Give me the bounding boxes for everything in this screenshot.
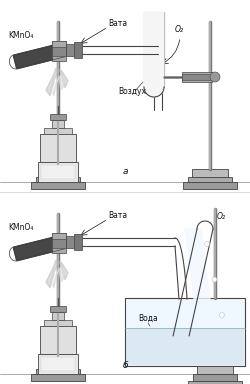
Bar [66,236,76,248]
Text: Вода: Вода [138,314,158,323]
Bar [183,182,237,189]
Bar [66,44,76,56]
Polygon shape [185,229,213,323]
Bar [40,361,76,369]
Bar [126,328,244,365]
Bar [52,120,64,128]
Circle shape [204,242,210,247]
Polygon shape [53,76,64,96]
Bar [74,42,82,58]
Text: а: а [122,167,128,176]
Polygon shape [53,268,64,288]
Bar [52,233,66,239]
Text: Вата: Вата [108,212,127,220]
Bar [36,177,80,182]
Bar [44,128,72,134]
Bar [52,41,66,47]
Bar [31,182,85,189]
Bar [52,41,66,61]
Bar [182,72,212,82]
Bar [197,366,233,374]
Polygon shape [46,68,68,96]
Bar [40,326,76,354]
Bar [40,169,76,177]
Text: O₂: O₂ [175,25,184,33]
Bar [182,74,212,80]
Polygon shape [13,235,65,261]
Polygon shape [144,12,164,97]
Polygon shape [13,43,65,69]
Bar [41,357,75,371]
Bar [193,374,237,381]
Polygon shape [46,260,68,288]
Bar [31,374,85,381]
Text: Вата: Вата [108,20,127,28]
Bar [38,162,78,182]
Text: б: б [122,361,128,370]
Bar [50,306,66,312]
Bar [40,134,76,162]
Circle shape [220,313,224,318]
Text: KMnO₄: KMnO₄ [8,31,34,40]
Bar [192,169,228,177]
Bar [38,354,78,374]
Bar [50,114,66,120]
Bar [74,234,82,250]
Bar [44,320,72,326]
Text: O₂: O₂ [217,212,226,221]
Bar [52,47,66,56]
Text: Воздух: Воздух [118,88,146,96]
Bar [52,239,66,248]
Circle shape [212,277,217,282]
Bar [52,233,66,253]
Bar [188,177,232,182]
Bar [52,312,64,320]
Bar [36,369,80,374]
Text: KMnO₄: KMnO₄ [8,223,34,232]
Bar [41,165,75,179]
Bar [188,381,242,384]
Bar [125,298,245,366]
Circle shape [210,72,220,82]
